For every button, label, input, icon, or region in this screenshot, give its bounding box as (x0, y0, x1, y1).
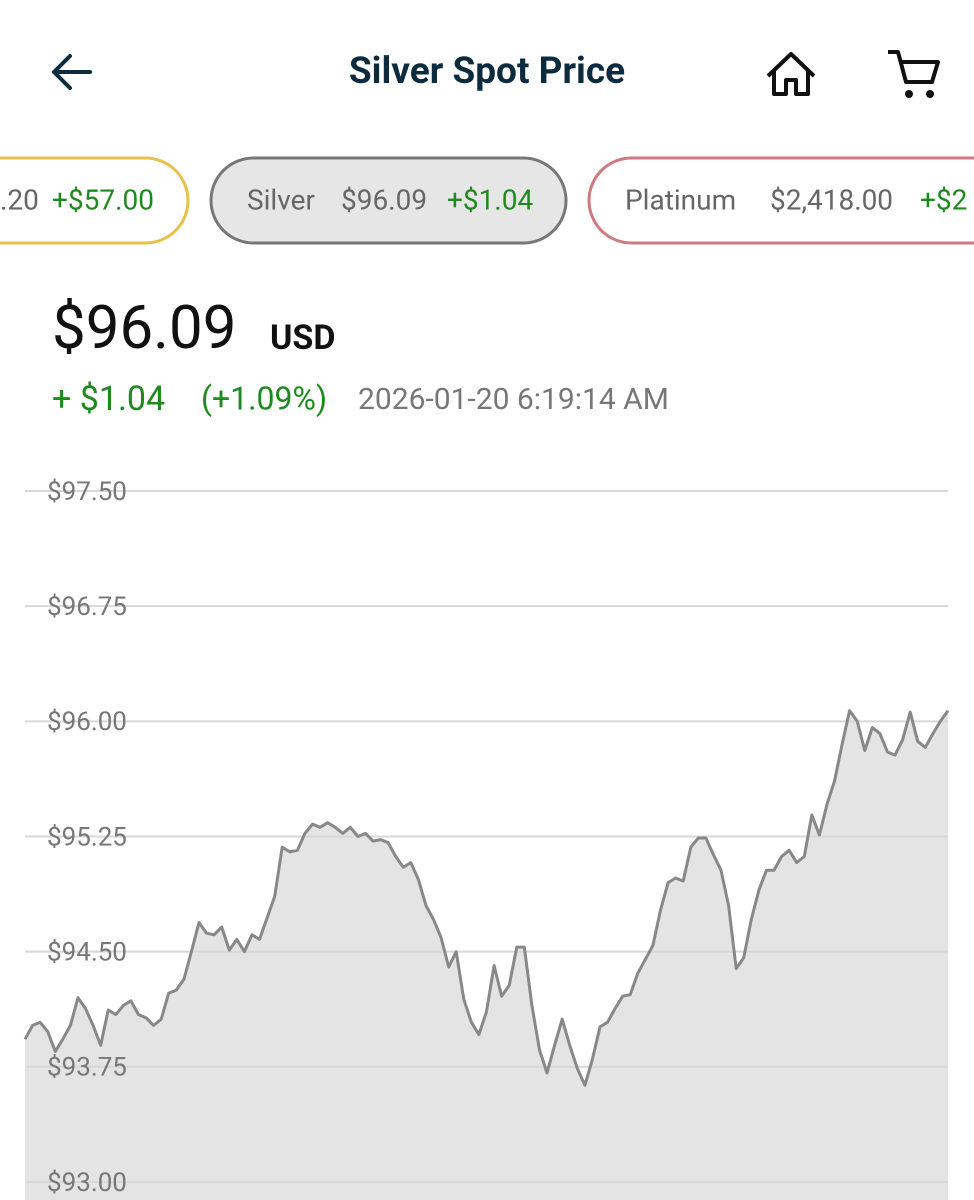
cart-wheel[interactable] (905, 90, 913, 98)
cart-wheel[interactable] (926, 90, 934, 98)
y-tick-label: $96.00 (47, 707, 127, 737)
tab-platinum[interactable]: Platinum $2,418.00 +$2 (587, 156, 974, 245)
tab-pill[interactable] (0, 156, 190, 245)
price-chart: $97.50 $96.75 $96.00 $95.25 $94.50 $93.75 $93.… (23, 477, 950, 1200)
tab-pill[interactable] (587, 156, 974, 245)
y-tick-label: $95.25 (47, 822, 127, 852)
back-arrow[interactable] (52, 54, 92, 90)
y-tick-label: $97.50 (47, 477, 127, 507)
quote-price: $96.09 (52, 292, 236, 363)
y-tick-label: $93.00 (47, 1168, 127, 1198)
quote-currency: USD (270, 318, 335, 358)
tab-price: $96.09 (341, 183, 427, 216)
tab-gold[interactable]: .20 +$57.00 (0, 156, 190, 245)
quote-percent: (+1.09%) (201, 379, 327, 417)
tab-change: +$1.04 (447, 183, 533, 216)
tab-price: .20 (0, 183, 39, 216)
tab-name: Platinum (625, 183, 736, 216)
y-tick-label: $96.75 (47, 592, 127, 622)
cart-icon[interactable] (888, 50, 940, 98)
tab-price: $2,418.00 (770, 183, 893, 216)
cart-body[interactable] (888, 50, 940, 84)
page-title: Silver Spot Price (349, 50, 625, 93)
home-icon[interactable] (766, 52, 816, 96)
tab-change: +$57.00 (52, 183, 154, 216)
tab-change: +$2 (920, 183, 967, 216)
y-tick-label: $94.50 (47, 938, 127, 968)
y-tick-label: $93.75 (47, 1053, 127, 1083)
price-line (23, 709, 950, 1087)
tab-pill[interactable] (209, 156, 568, 245)
quote-timestamp: 2026-01-20 6:19:14 AM (358, 382, 669, 417)
quote-change: + $1.04 (52, 379, 165, 419)
tab-silver[interactable]: Silver $96.09 +$1.04 (209, 156, 568, 245)
tab-name: Silver (247, 183, 315, 216)
area-fill (25, 710, 948, 1200)
back-button[interactable] (52, 54, 92, 90)
